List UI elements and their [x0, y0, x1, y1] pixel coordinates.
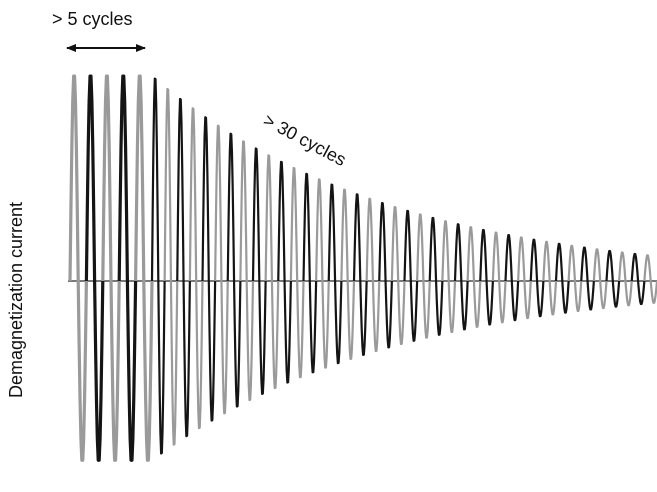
waveform-cycle — [542, 240, 558, 316]
decaying-waveform — [68, 74, 657, 462]
waveform-cycle — [428, 216, 444, 336]
waveform-cycle — [251, 147, 267, 395]
waveform-cycle — [403, 209, 419, 342]
waveform-cycle — [491, 231, 507, 324]
waveform-cycle — [365, 197, 381, 353]
waveform-cycle — [479, 228, 494, 326]
waveform-cycle — [302, 172, 318, 374]
waveform-cycle — [630, 252, 646, 306]
waveform-cycle — [277, 160, 292, 384]
waveform-cycle — [618, 251, 633, 307]
waveform-cycle — [554, 242, 570, 314]
waveform-cycle — [327, 183, 343, 365]
waveform-cycle — [441, 220, 457, 334]
hold-period-label: > 5 cycles — [52, 9, 133, 29]
waveform-cycle — [643, 254, 657, 304]
waveform-cycle — [416, 213, 431, 339]
y-axis-label: Demagnetization current — [6, 202, 26, 398]
waveform-cycle — [214, 124, 229, 415]
waveform-cycle — [150, 77, 166, 455]
waveform-cycle — [289, 166, 305, 379]
waveform-cycle — [340, 188, 356, 360]
waveform-cycle — [453, 223, 469, 331]
waveform-cycle — [580, 246, 595, 311]
decay-period-label: > 30 cycles — [260, 110, 349, 170]
waveform-cycle — [134, 74, 154, 462]
waveform-cycle — [68, 74, 88, 462]
waveform-cycle — [264, 154, 280, 390]
waveform-cycle — [315, 178, 330, 369]
waveform-cycle — [163, 87, 179, 446]
waveform-cycle — [605, 249, 621, 308]
waveform-cycle — [592, 248, 608, 310]
waveform-cycle — [352, 193, 368, 356]
waveform-cycle — [188, 107, 204, 430]
waveform-cycle — [390, 205, 406, 346]
waveform-cycle — [176, 97, 191, 438]
waveform-cycle — [378, 201, 393, 349]
waveform-cycle — [529, 238, 545, 318]
waveform-cycle — [226, 132, 242, 408]
waveform-cycle — [239, 140, 255, 402]
waveform-cycle — [504, 234, 520, 322]
waveform-cycle — [101, 74, 121, 462]
waveform-cycle — [84, 74, 105, 462]
waveform-cycle — [201, 116, 217, 422]
waveform-cycle — [567, 244, 583, 313]
waveform-cycle — [117, 74, 138, 462]
waveform-cycle — [466, 226, 482, 328]
waveform-cycle — [517, 236, 532, 320]
